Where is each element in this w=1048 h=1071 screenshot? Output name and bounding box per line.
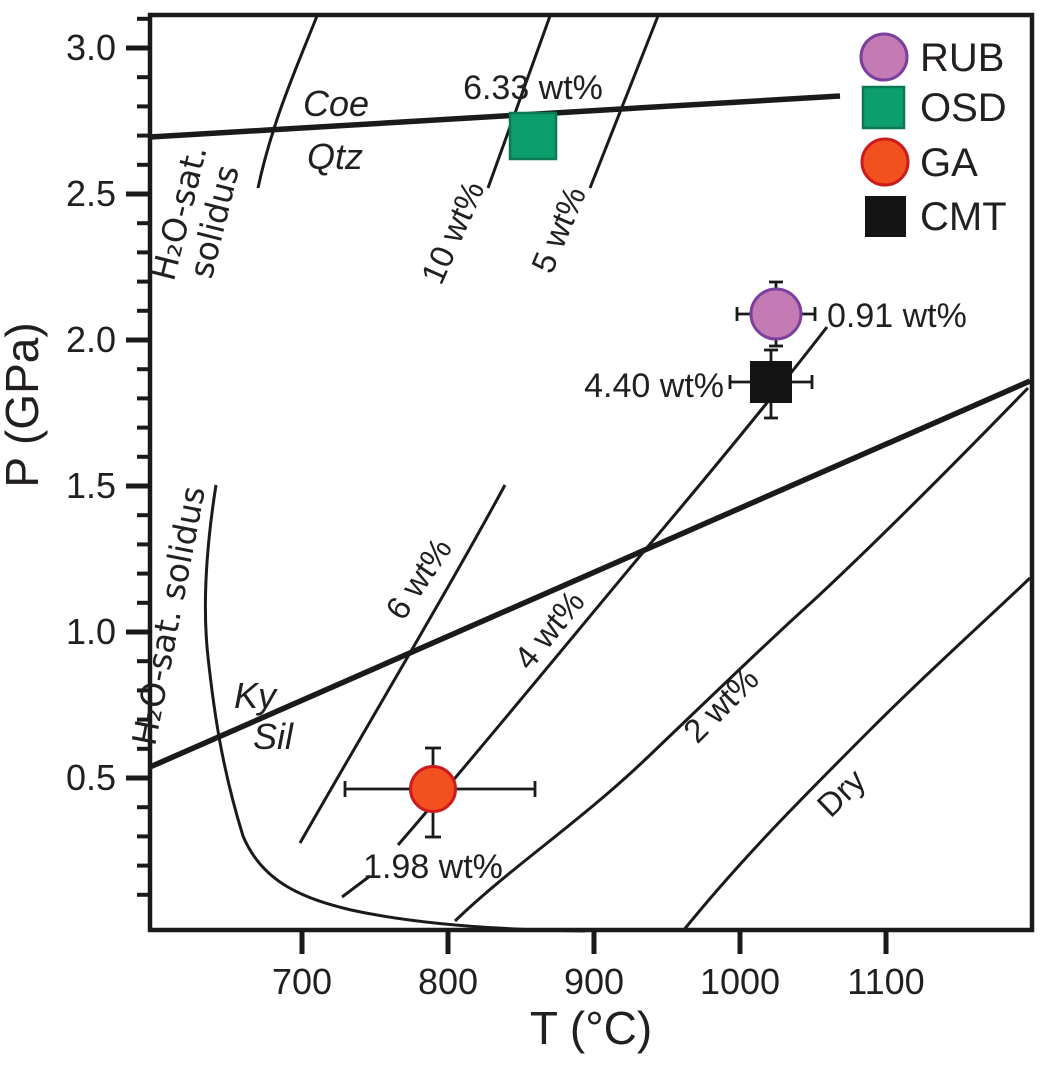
x-tick-label: 1100 bbox=[847, 961, 924, 1002]
y-tick-label: 1.5 bbox=[66, 465, 116, 506]
h2o-solidus-upper-curve bbox=[256, 15, 319, 189]
h2o-solidus-lower-curve bbox=[203, 484, 586, 933]
x-tick-labels: 700 800 900 1000 1100 bbox=[272, 961, 925, 1002]
y-tick-labels: 3.0 2.5 2.0 1.5 1.0 0.5 bbox=[66, 27, 116, 798]
y-tick-label: 3.0 bbox=[66, 27, 116, 68]
legend-label-osd: OSD bbox=[920, 86, 1007, 130]
legend-marker-osd bbox=[861, 85, 906, 130]
isopleth-5wt-label: 5 wt% bbox=[524, 181, 593, 278]
legend: RUB OSD GA CMT bbox=[859, 32, 1007, 239]
y-axis-title: P (GPa) bbox=[0, 322, 48, 487]
isopleth-4wt-line-segment bbox=[341, 874, 371, 899]
y-axis-minor-ticks bbox=[137, 16, 150, 897]
kyanite-label: Ky bbox=[234, 675, 278, 716]
isopleth-2wt-line bbox=[453, 386, 1030, 923]
isopleth-10wt-label: 10 wt% bbox=[414, 175, 492, 289]
y-tick-label: 2.5 bbox=[66, 173, 116, 214]
plot-frame bbox=[147, 12, 1035, 933]
osd-wt-label: 6.33 wt% bbox=[463, 69, 603, 107]
x-axis-title: T (°C) bbox=[530, 1002, 652, 1054]
cmt-point bbox=[750, 361, 792, 403]
sillimanite-label: Sil bbox=[253, 716, 294, 757]
quartz-label: Qtz bbox=[307, 136, 363, 177]
coesite-label: Coe bbox=[303, 83, 369, 124]
rub-wt-label: 0.91 wt% bbox=[827, 297, 967, 335]
ga-wt-label: 1.98 wt% bbox=[363, 848, 503, 886]
y-tick-label: 2.0 bbox=[66, 319, 116, 360]
legend-label-ga: GA bbox=[920, 141, 978, 185]
x-axis-ticks bbox=[299, 930, 889, 954]
y-tick-label: 0.5 bbox=[66, 757, 116, 798]
rub-point bbox=[749, 287, 803, 341]
x-tick-label: 700 bbox=[272, 961, 332, 1002]
cmt-wt-label: 4.40 wt% bbox=[584, 367, 724, 405]
legend-marker-ga bbox=[860, 137, 910, 187]
isopleth-6wt-line bbox=[298, 484, 507, 844]
legend-label-rub: RUB bbox=[920, 36, 1004, 80]
legend-marker-cmt bbox=[865, 196, 906, 237]
x-tick-label: 900 bbox=[564, 961, 624, 1002]
y-axis-major-ticks bbox=[126, 45, 150, 781]
x-tick-label: 800 bbox=[418, 961, 478, 1002]
isopleth-10wt-line bbox=[486, 15, 552, 189]
x-tick-label: 1000 bbox=[700, 961, 780, 1002]
h2o-solidus-upper-label: H₂O-sat. solidus bbox=[144, 141, 247, 284]
h2o-solidus-lower-label: H₂O-sat. solidus bbox=[124, 483, 212, 749]
isopleth-5wt-line bbox=[588, 15, 660, 189]
ga-point bbox=[409, 765, 457, 813]
osd-point bbox=[508, 111, 558, 161]
dry-solidus-line bbox=[681, 576, 1032, 932]
ky-sil-boundary-line bbox=[148, 378, 1032, 770]
legend-marker-rub bbox=[859, 32, 909, 82]
isopleth-6wt-label: 6 wt% bbox=[378, 531, 459, 626]
isopleth-2wt-label: 2 wt% bbox=[676, 660, 766, 750]
y-tick-label: 1.0 bbox=[66, 611, 116, 652]
dry-label: Dry bbox=[810, 761, 873, 824]
coe-qtz-boundary-line bbox=[149, 93, 841, 140]
legend-label-cmt: CMT bbox=[920, 195, 1007, 239]
